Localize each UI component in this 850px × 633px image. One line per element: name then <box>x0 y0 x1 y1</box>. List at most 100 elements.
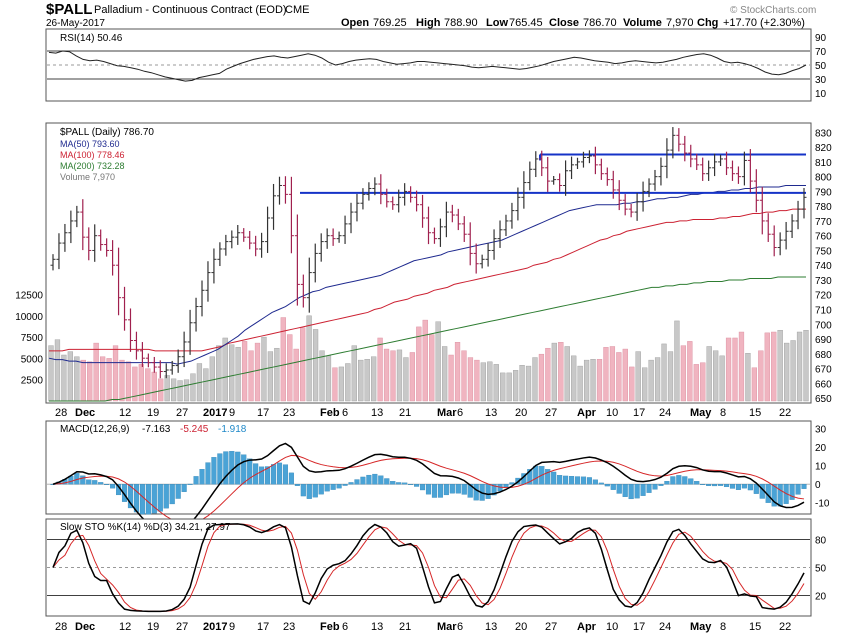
x-axis-label: 13 <box>485 407 497 419</box>
macd-panel: MACD(12,26,9) -7.163 -5.245 -1.918 30 20 1… <box>45 420 830 535</box>
volume-bar <box>274 347 280 402</box>
macd-histogram-bar <box>104 484 110 485</box>
macd-histogram-bar <box>354 479 360 485</box>
volume-bar <box>713 350 719 402</box>
macd-histogram-bar <box>247 458 253 485</box>
macd-histogram-bar <box>330 484 336 490</box>
volume-bar <box>254 342 261 402</box>
volume-bar <box>209 356 215 402</box>
ohlc-readout: Open 769.25 High 788.90 Low 765.45 Close… <box>341 17 805 29</box>
volume-bar <box>371 356 377 402</box>
volume-bar <box>345 363 351 402</box>
x-axis-label: Apr <box>577 621 597 633</box>
volume-bar <box>138 364 144 402</box>
sto-legend: Slow STO %K(14) %D(3) 34.21, 27.97 <box>60 522 231 533</box>
macd-histogram-bar <box>318 484 324 495</box>
volume-bar <box>164 375 170 402</box>
macd-histogram-bar <box>229 451 235 485</box>
volume-bar <box>112 345 119 402</box>
volume-bar <box>551 342 557 402</box>
x-axis-label: 27 <box>176 621 188 633</box>
x-axis-label: 21 <box>399 407 411 419</box>
macd-histogram-bar <box>545 469 551 485</box>
volume-legend: Volume 7,970 <box>60 172 115 182</box>
macd-histogram-bar <box>211 457 217 485</box>
macd-histogram-bar <box>640 484 646 496</box>
volume-bar <box>325 355 332 402</box>
x-axis-label: 8 <box>720 407 726 419</box>
macd-histogram-bar <box>187 483 193 485</box>
macd-histogram-bar <box>718 484 724 486</box>
macd-tick-label: 20 <box>815 443 827 454</box>
macd-histogram-bar <box>568 476 575 485</box>
macd-histogram-bar <box>241 454 247 485</box>
macd-histogram-bar <box>288 472 294 485</box>
macd-histogram-bar <box>235 451 241 485</box>
volume-bar <box>577 365 583 402</box>
volume-bar <box>267 351 274 402</box>
macd-histogram-bar <box>509 482 515 485</box>
volume-bar <box>635 351 641 402</box>
volume-bar <box>480 362 486 402</box>
x-axis-label: 23 <box>283 621 295 633</box>
volume-bar <box>725 337 732 402</box>
price-tick-label: 670 <box>815 365 832 376</box>
macd-histogram-bar <box>312 484 318 498</box>
x-axis-label: 21 <box>399 621 411 633</box>
volume-bar <box>80 359 86 402</box>
x-axis-label: Mar <box>437 621 457 633</box>
volume-bar <box>474 359 480 402</box>
volume-bar <box>390 350 396 402</box>
watermark: © StockCharts.com <box>730 5 816 16</box>
x-axis-label: 17 <box>257 621 269 633</box>
sto-k-line <box>52 523 805 613</box>
price-tick-label: 770 <box>815 217 832 228</box>
volume-bar <box>558 342 564 402</box>
x-axis-label: 19 <box>147 621 159 633</box>
macd-histogram-bar <box>473 484 479 501</box>
volume-bar <box>338 366 345 402</box>
x-axis-label: 13 <box>371 621 383 633</box>
volume-bar <box>170 378 177 402</box>
volume-bar <box>351 345 357 402</box>
macd-histogram-bar <box>622 484 628 497</box>
macd-legend-name: MACD(12,26,9) <box>60 424 129 435</box>
macd-histogram-bar <box>92 480 98 485</box>
volume-bar <box>603 347 609 402</box>
volume-bar <box>99 356 106 402</box>
macd-histogram-bar <box>259 466 265 485</box>
macd-histogram-bar <box>205 462 211 485</box>
rsi-tick-label: 50 <box>815 61 827 72</box>
macd-histogram-bar <box>342 484 348 486</box>
price-tick-label: 740 <box>815 261 832 272</box>
volume-bar <box>532 357 538 402</box>
volume-bar <box>151 371 157 402</box>
volume-bar <box>67 351 73 402</box>
price-tick-label: 700 <box>815 320 832 331</box>
macd-histogram-bar <box>664 481 670 485</box>
x-axis-date-labels: 28 Dec 12 19 27 2017 9 17 23 Feb 6 13 21 Mar 6 13 20 27 Ap… <box>55 407 791 419</box>
volume-bar <box>751 367 758 402</box>
macd-histogram-bar <box>443 484 449 496</box>
volume-bar <box>687 341 693 402</box>
macd-histogram-bar <box>175 484 181 499</box>
macd-histogram-bar <box>580 476 587 485</box>
x-axis-label: 24 <box>659 621 671 633</box>
macd-histogram-bar <box>646 484 652 493</box>
chg-label: Chg <box>697 17 718 29</box>
volume-bar <box>777 330 783 402</box>
volume-bar <box>300 327 306 402</box>
macd-legend-hist: -1.918 <box>218 424 247 435</box>
volume-bar <box>487 361 493 402</box>
macd-histogram-bar <box>276 462 283 485</box>
x-axis-label: Apr <box>577 407 597 419</box>
macd-histogram-bar <box>455 484 461 494</box>
x-axis-label: 27 <box>176 407 188 419</box>
macd-histogram-bar <box>557 475 563 485</box>
macd-histogram-bar <box>282 464 289 485</box>
macd-histogram-bar <box>694 481 700 485</box>
macd-histogram-bar <box>771 484 777 507</box>
volume-bar <box>667 351 674 402</box>
price-tick-label: 760 <box>815 232 832 243</box>
